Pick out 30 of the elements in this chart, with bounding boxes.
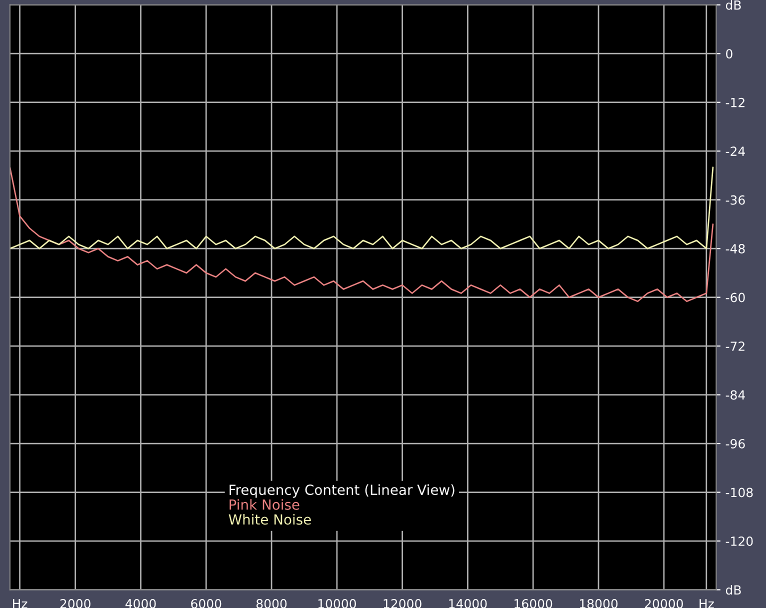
- line-series: [10, 166, 714, 250]
- y-tick-label: 0: [726, 49, 732, 59]
- y-tick-label: -72: [726, 342, 744, 351]
- x-tick-label: 8000: [256, 599, 287, 608]
- text: White Noise: [228, 514, 311, 525]
- y-tick-label: dB: [726, 0, 741, 10]
- y-tick-label: -96: [726, 439, 745, 448]
- y-tick-label: -60: [726, 292, 745, 302]
- x-tick-label: 16000: [514, 599, 552, 608]
- x-tick-label: 12000: [384, 599, 422, 608]
- y-tick-label: -48: [726, 244, 745, 254]
- x-tick-label: 10000: [318, 599, 356, 608]
- x-tick-label: 20000: [644, 599, 683, 608]
- x-tick-label: Hz: [700, 599, 714, 608]
- x-tick-label: Hz: [13, 599, 28, 608]
- x-tick-label: 4000: [125, 599, 156, 608]
- y-tick-label: -12: [726, 98, 744, 108]
- x-tick-label: 6000: [191, 599, 222, 608]
- text: Pink Noise: [230, 499, 300, 510]
- x-tick-label: 14000: [449, 599, 487, 608]
- y-tick-label: -36: [726, 195, 745, 205]
- y-tick-label: -108: [726, 488, 753, 498]
- line-series: [10, 166, 714, 302]
- x-tick-label: 18000: [580, 599, 618, 608]
- y-tick-label: -120: [726, 536, 753, 546]
- x-tick-label: 2000: [60, 599, 90, 608]
- y-tick-label: dB: [726, 585, 741, 595]
- legend-title: Frequency Content (Linear View): [230, 484, 454, 498]
- y-tick-label: -84: [726, 390, 745, 400]
- y-tick-label: -24: [726, 146, 745, 156]
